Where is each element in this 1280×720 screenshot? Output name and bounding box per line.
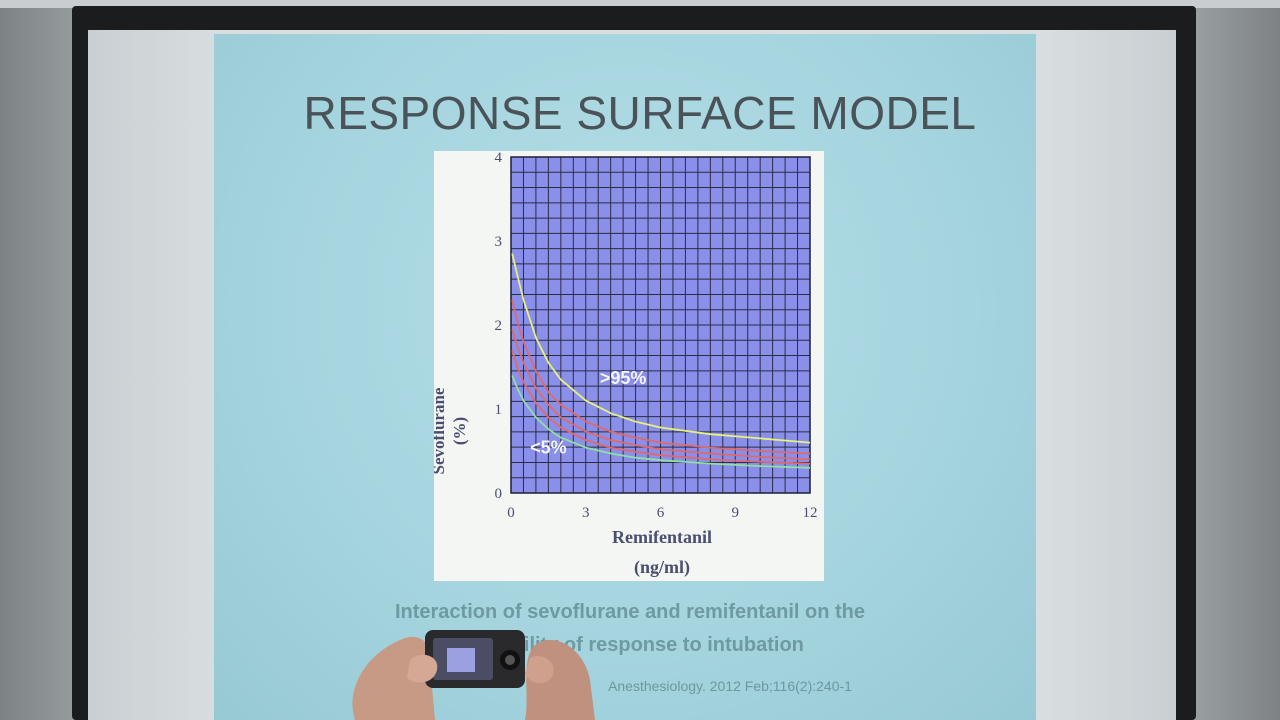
slide-caption-line-1: Interaction of sevoflurane and remifenta…	[394, 601, 866, 623]
x-tick-label: 3	[582, 505, 590, 521]
y-tick-label: 0	[495, 486, 503, 502]
y-tick-label: 4	[495, 151, 503, 166]
series-line-3	[511, 328, 811, 461]
annotation-high-probability: >95%	[600, 368, 647, 388]
slide-citation: Anesthesiology. 2012 Feb;116(2):240-1	[608, 678, 852, 694]
y-tick-label: 1	[495, 402, 503, 418]
y-tick-label: 3	[495, 234, 503, 250]
hands-holding-camera	[352, 630, 595, 720]
x-tick-label: 9	[732, 505, 740, 521]
x-tick-label: 6	[657, 505, 665, 521]
camera-icon	[425, 630, 525, 688]
series-line-1	[511, 253, 811, 444]
ceiling-strip	[0, 0, 1280, 8]
y-axis-label: Sevoflurane	[434, 387, 448, 474]
x-axis-unit: (ng/ml)	[634, 557, 690, 578]
x-axis-label: Remifentanil	[612, 527, 712, 547]
series-line-5	[511, 375, 811, 469]
slide-caption-line-2: probability of response to intubation	[456, 634, 804, 656]
x-tick-label: 12	[803, 505, 818, 521]
series-line-4	[511, 349, 811, 465]
y-tick-label: 2	[495, 318, 503, 334]
x-tick-label: 0	[507, 505, 515, 521]
plot-border	[510, 156, 811, 494]
slide-title: RESPONSE SURFACE MODEL	[303, 87, 977, 139]
series-line-2	[511, 299, 811, 455]
annotation-low-probability: <5%	[530, 438, 567, 458]
y-axis-unit: (%)	[450, 417, 469, 445]
